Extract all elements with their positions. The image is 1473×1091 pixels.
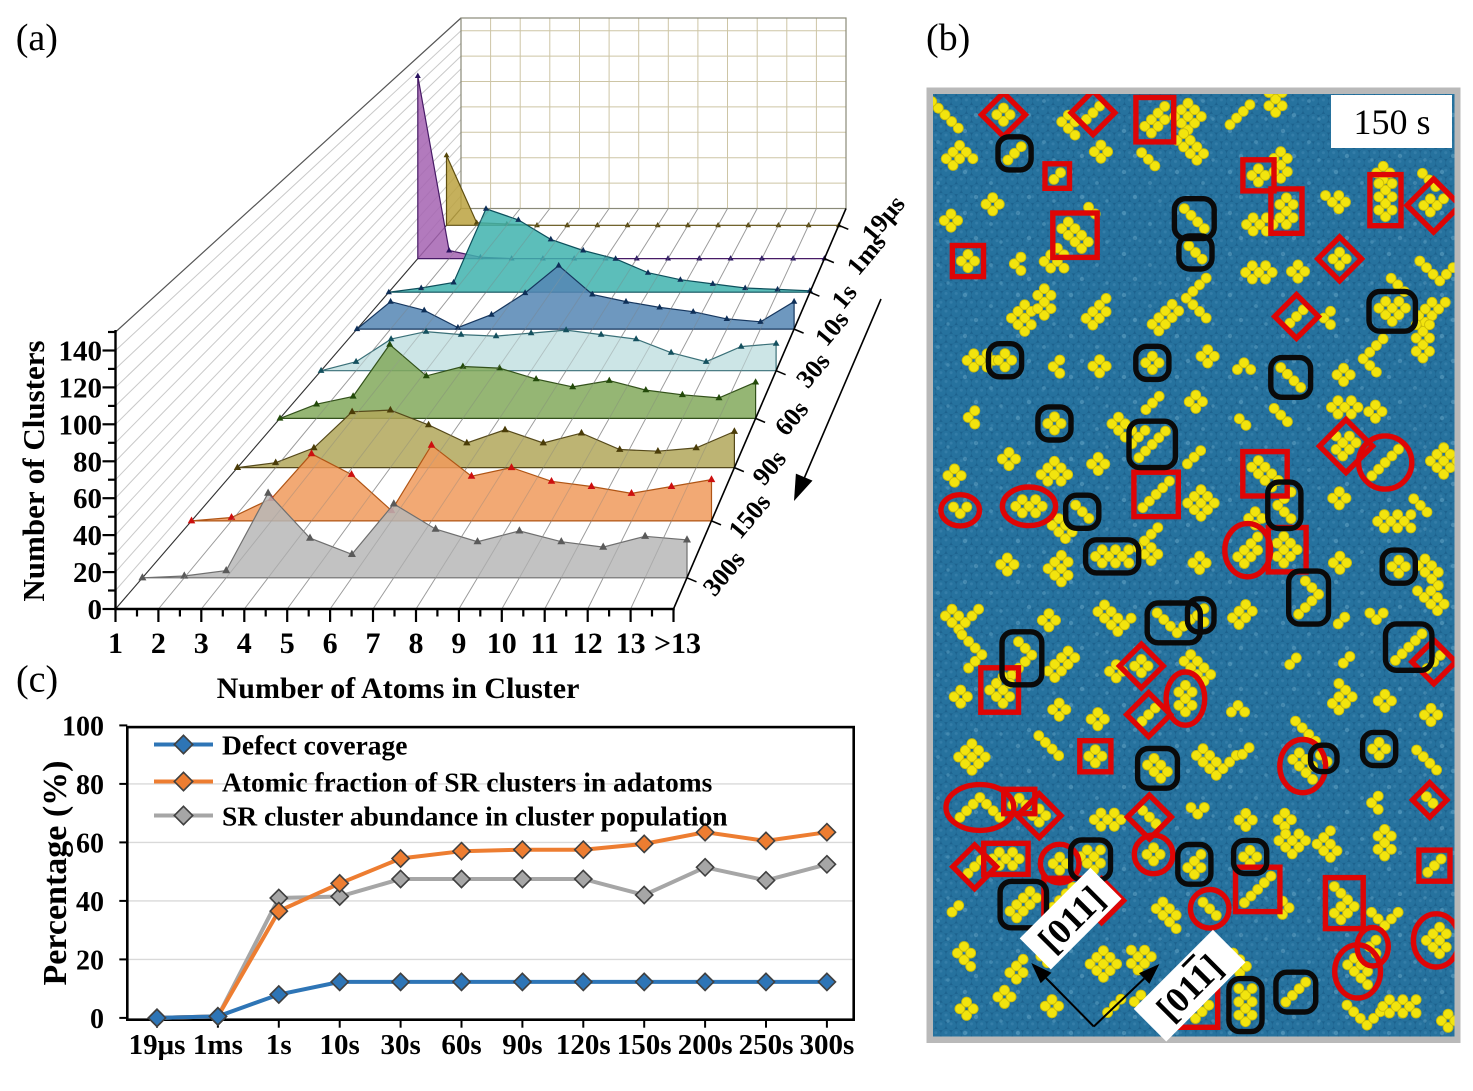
svg-text:250s: 250s	[739, 1029, 794, 1061]
svg-text:140: 140	[59, 336, 103, 368]
svg-text:60s: 60s	[441, 1029, 481, 1061]
svg-text:30s: 30s	[790, 347, 835, 393]
svg-text:(b): (b)	[926, 17, 970, 59]
svg-text:1ms: 1ms	[193, 1029, 243, 1061]
svg-text:Atomic fraction of SR clusters: Atomic fraction of SR clusters in adatom…	[222, 767, 713, 798]
svg-text:4: 4	[237, 627, 252, 660]
svg-text:(a): (a)	[16, 17, 58, 59]
svg-text:7: 7	[366, 627, 381, 660]
svg-text:13: 13	[616, 627, 646, 660]
svg-text:120s: 120s	[556, 1029, 611, 1061]
svg-text:1: 1	[108, 627, 123, 660]
svg-text:Number of Atoms in Cluster: Number of Atoms in Cluster	[217, 672, 580, 705]
svg-text:>13: >13	[654, 627, 701, 660]
svg-text:60: 60	[73, 483, 102, 515]
svg-text:19μs: 19μs	[129, 1029, 186, 1061]
svg-text:20: 20	[73, 557, 102, 589]
svg-text:10: 10	[487, 627, 517, 660]
svg-text:0: 0	[90, 1004, 104, 1035]
svg-text:8: 8	[409, 627, 424, 660]
svg-text:Percentage (%): Percentage (%)	[37, 761, 74, 986]
svg-text:300s: 300s	[697, 545, 751, 601]
svg-text:10s: 10s	[320, 1029, 360, 1061]
svg-text:40: 40	[73, 520, 102, 552]
svg-text:Defect coverage: Defect coverage	[222, 730, 408, 761]
svg-text:20: 20	[76, 945, 104, 976]
svg-text:40: 40	[76, 887, 104, 918]
svg-text:5: 5	[280, 627, 295, 660]
svg-text:120: 120	[59, 372, 103, 404]
svg-text:11: 11	[531, 627, 559, 660]
svg-text:3: 3	[194, 627, 209, 660]
svg-text:150s: 150s	[617, 1029, 672, 1061]
svg-text:30s: 30s	[380, 1029, 420, 1061]
svg-text:200s: 200s	[678, 1029, 733, 1061]
svg-text:9: 9	[451, 627, 466, 660]
svg-text:SR cluster abundance in cluste: SR cluster abundance in cluster populati…	[222, 801, 728, 832]
svg-text:(c): (c)	[16, 659, 58, 701]
svg-text:90s: 90s	[502, 1029, 542, 1061]
svg-text:2: 2	[151, 627, 166, 660]
svg-text:90s: 90s	[747, 444, 792, 490]
svg-text:100: 100	[59, 409, 103, 441]
svg-text:60s: 60s	[769, 395, 814, 441]
svg-text:60: 60	[76, 828, 104, 859]
svg-text:150s: 150s	[723, 488, 777, 544]
svg-text:100: 100	[62, 711, 104, 742]
svg-text:1s: 1s	[266, 1029, 292, 1061]
svg-text:6: 6	[323, 627, 338, 660]
svg-text:80: 80	[76, 770, 104, 801]
svg-text:12: 12	[573, 627, 603, 660]
svg-text:Number of Clusters: Number of Clusters	[16, 340, 51, 601]
svg-text:80: 80	[73, 446, 102, 478]
svg-text:0: 0	[88, 594, 103, 626]
svg-text:300s: 300s	[800, 1029, 855, 1061]
svg-text:150 s: 150 s	[1353, 102, 1430, 142]
